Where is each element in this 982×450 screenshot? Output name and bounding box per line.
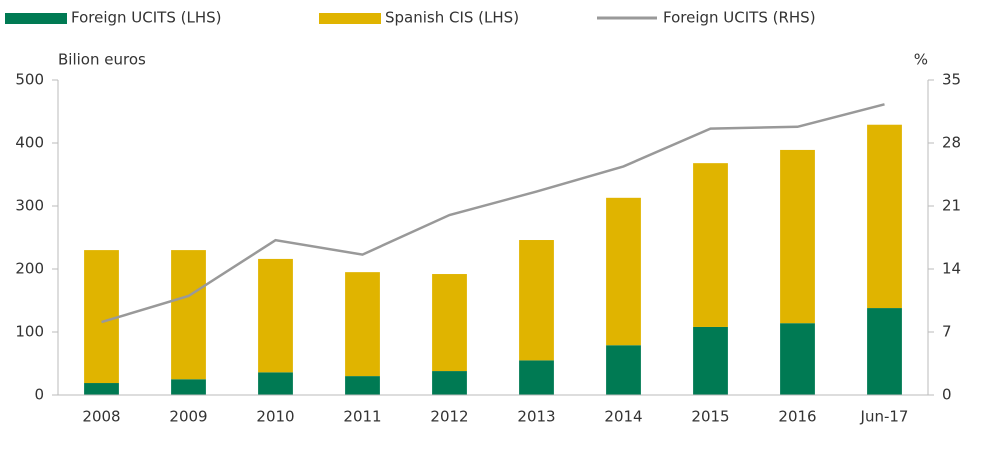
legend-swatch: [319, 13, 381, 24]
y2-tick-label: 14: [942, 260, 961, 278]
legend-label: Foreign UCITS (LHS): [71, 9, 222, 27]
x-tick-label: 2016: [778, 408, 816, 426]
bar-segment: [693, 326, 728, 395]
line-series: [101, 103, 885, 324]
y-tick-label: 200: [15, 260, 44, 278]
legend-swatch: [5, 13, 67, 24]
x-tick-label: Jun-17: [860, 408, 909, 426]
legend-label: Spanish CIS (LHS): [385, 9, 519, 27]
y2-axis-label: %: [914, 51, 928, 69]
x-tick-label: 2011: [343, 408, 381, 426]
legend-label: Foreign UCITS (RHS): [663, 9, 816, 27]
bar-segment: [780, 149, 815, 324]
bar-segment: [693, 163, 728, 327]
bar-segment: [345, 376, 380, 395]
x-tick-label: 2010: [256, 408, 294, 426]
bar-segment: [432, 371, 467, 395]
y-axis-label: Bilion euros: [58, 51, 146, 69]
x-tick-label: 2013: [517, 408, 555, 426]
bar-segment: [432, 274, 467, 372]
bar-segment: [84, 383, 119, 395]
bar-segment: [258, 258, 293, 373]
y-tick-label: 300: [15, 197, 44, 215]
y-tick-label: 400: [15, 134, 44, 152]
x-tick-label: 2009: [169, 408, 207, 426]
bar-segment: [345, 272, 380, 377]
x-tick-label: 2015: [691, 408, 729, 426]
bar-segment: [519, 360, 554, 395]
y2-tick-label: 21: [942, 197, 961, 215]
bar-segment: [171, 250, 206, 380]
bar-segment: [780, 323, 815, 395]
x-tick-label: 2014: [604, 408, 642, 426]
y-tick-label: 500: [15, 71, 44, 89]
bar-segment: [867, 124, 902, 309]
bar-segment: [867, 308, 902, 395]
y2-tick-label: 28: [942, 134, 961, 152]
bar-segment: [606, 197, 641, 346]
bar-segment: [84, 250, 119, 384]
bar-segment: [606, 345, 641, 395]
x-tick-label: 2008: [82, 408, 120, 426]
y-tick-label: 0: [34, 386, 44, 404]
y-tick-label: 100: [15, 323, 44, 341]
bar-segment: [519, 240, 554, 361]
y2-tick-label: 0: [942, 386, 952, 404]
bar-segment: [171, 379, 206, 395]
x-tick-label: 2012: [430, 408, 468, 426]
bar-segment: [258, 372, 293, 395]
y2-tick-label: 7: [942, 323, 952, 341]
y2-tick-label: 35: [942, 71, 961, 89]
